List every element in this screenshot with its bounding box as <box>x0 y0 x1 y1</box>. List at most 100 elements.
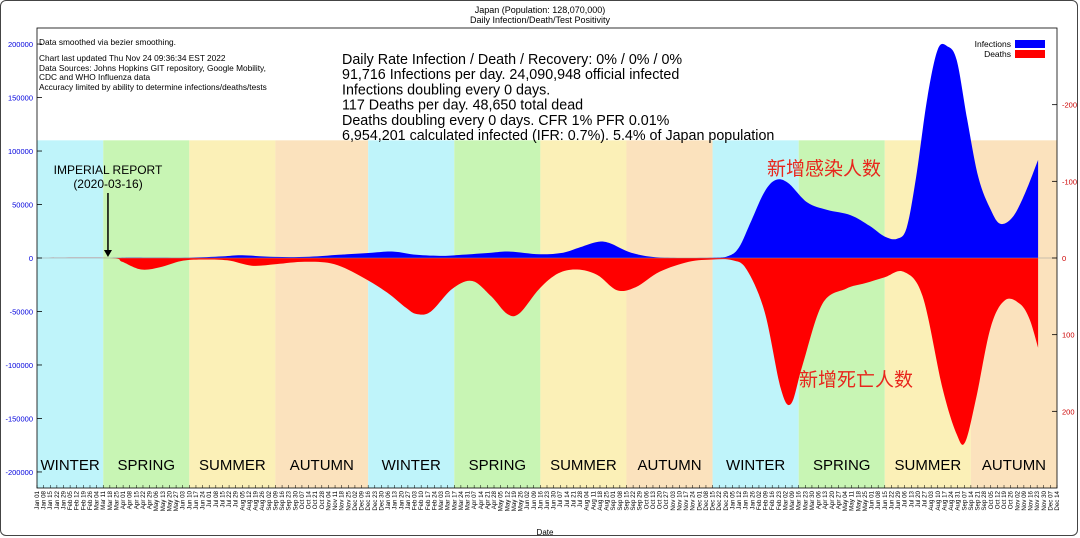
annotation-infections: 新增感染人数 <box>767 158 881 180</box>
x-tick-label: Nov 09 <box>1021 490 1028 510</box>
right-tick-label: 200 <box>1062 407 1075 416</box>
x-tick-label: Nov 23 <box>1034 490 1041 510</box>
season-label: SUMMER <box>895 457 962 474</box>
legend-swatch <box>1015 50 1045 58</box>
x-tick-label: Dec 30 <box>378 490 385 510</box>
x-tick-label: May 13 <box>160 490 167 511</box>
left-tick-label: -100000 <box>5 361 33 370</box>
note-line: Chart last updated Thu Nov 24 09:36:34 E… <box>39 53 226 63</box>
x-tick-label: Dec 16 <box>365 490 372 510</box>
right-tick-label: -200 <box>1062 101 1077 110</box>
x-tick-label: Jun 29 <box>895 490 902 509</box>
x-tick-label: Nov 16 <box>1028 490 1035 510</box>
x-tick-label: Aug 11 <box>590 490 597 510</box>
season-label: SPRING <box>118 457 176 474</box>
x-tick-label: Aug 24 <box>948 490 955 510</box>
x-tick-label: May 12 <box>504 490 511 511</box>
x-tick-label: Aug 31 <box>955 490 962 510</box>
left-tick-label: -50000 <box>10 307 33 316</box>
note-line: CDC and WHO Influenza data <box>39 72 151 82</box>
x-tick-label: Sep 16 <box>279 490 286 510</box>
x-tick-label: Jul 01 <box>206 490 213 507</box>
x-tick-label: Jul 22 <box>226 490 233 507</box>
x-tick-label: Nov 17 <box>683 490 690 510</box>
season-label: WINTER <box>382 457 441 474</box>
x-tick-label: Sep 01 <box>610 490 617 510</box>
imperial-report-date: (2020-03-16) <box>73 177 142 191</box>
x-tick-label: May 05 <box>498 490 505 511</box>
season-band-winter <box>37 140 104 489</box>
x-tick-label: Jul 27 <box>922 490 929 507</box>
x-tick-label: Dec 14 <box>1054 490 1061 510</box>
x-tick-label: Dec 15 <box>710 490 717 510</box>
x-tick-label: Nov 24 <box>690 490 697 510</box>
season-band-spring <box>454 140 541 489</box>
x-tick-label: Aug 19 <box>253 490 260 510</box>
season-label: AUTUMN <box>637 457 701 474</box>
x-tick-label: May 18 <box>855 490 862 511</box>
axes: 200000 150000 100000 50000 0 -50000 -100000 -15… <box>5 27 1077 511</box>
x-tick-label: Oct 19 <box>1001 490 1008 509</box>
season-band-spring <box>103 140 190 489</box>
x-tick-label: Jun 09 <box>531 490 538 509</box>
x-tick-label: Mar 23 <box>802 490 809 510</box>
x-tick-label: Dec 23 <box>372 490 379 510</box>
x-tick-label: Aug 05 <box>239 490 246 510</box>
left-tick-label: 100000 <box>8 147 33 156</box>
x-tick-label: Nov 10 <box>677 490 684 510</box>
x-tick-label: Jan 13 <box>392 490 399 509</box>
x-tick-label: Nov 25 <box>345 490 352 510</box>
deaths-area <box>37 257 1039 445</box>
x-tick-label: Dec 09 <box>359 490 366 510</box>
season-band-autumn <box>275 140 369 489</box>
left-tick-label: 150000 <box>8 94 33 103</box>
x-tick-label: Apr 07 <box>471 490 478 509</box>
x-tick-label: Jul 08 <box>213 490 220 507</box>
x-tick-label: Jan 26 <box>749 490 756 509</box>
x-tick-label: Sep 28 <box>981 490 988 510</box>
x-tick-label: Oct 07 <box>299 490 306 509</box>
left-tick-label: 0 <box>29 254 33 263</box>
x-tick-label: Sep 07 <box>961 490 968 510</box>
x-tick-label: May 27 <box>173 490 180 511</box>
season-bands <box>37 28 1057 489</box>
x-tick-label: Sep 22 <box>630 490 637 510</box>
x-tick-label: Jul 21 <box>571 490 578 507</box>
x-tick-label: Jun 10 <box>186 490 193 509</box>
x-tick-label: Jun 22 <box>888 490 895 509</box>
x-tick-label: Jun 16 <box>537 490 544 509</box>
x-tick-label: May 06 <box>153 490 160 511</box>
legend-label: Infections <box>975 39 1011 49</box>
stats-line: Infections doubling every 0 days. <box>342 82 550 98</box>
chart-title: Japan (Population: 128,070,000) <box>475 5 606 15</box>
x-tick-label: Jan 05 <box>730 490 737 509</box>
x-tick-label: Sep 02 <box>266 490 273 510</box>
x-tick-label: Nov 11 <box>332 490 339 510</box>
x-tick-label: Mar 02 <box>782 490 789 510</box>
x-tick-label: Jan 20 <box>398 490 405 509</box>
x-tick-label: Jun 15 <box>882 490 889 509</box>
x-tick-label: Feb 05 <box>67 490 74 510</box>
x-tick-label: Jun 23 <box>544 490 551 509</box>
x-tick-label: Mar 18 <box>107 490 114 510</box>
x-tick-label: Jul 28 <box>577 490 584 507</box>
legend-label: Deaths <box>984 49 1011 59</box>
stats-line: 117 Deaths per day. 48,650 total dead <box>342 98 583 114</box>
x-tick-label: Oct 14 <box>306 490 313 509</box>
imperial-report-title: IMPERIAL REPORT <box>54 163 163 177</box>
x-tick-label: Apr 27 <box>835 490 842 509</box>
x-tick-label: Feb 24 <box>431 490 438 510</box>
season-label: SUMMER <box>550 457 617 474</box>
x-tick-label: Jan 27 <box>405 490 412 509</box>
season-label: SPRING <box>813 457 871 474</box>
x-tick-label: Apr 15 <box>133 490 140 509</box>
x-tick-label: Aug 25 <box>604 490 611 510</box>
x-tick-label: Aug 04 <box>584 490 591 510</box>
x-tick-label: Apr 29 <box>147 490 154 509</box>
x-tick-label: Jul 06 <box>902 490 909 507</box>
x-tick-label: Apr 20 <box>829 490 836 509</box>
x-tick-label: Jul 20 <box>915 490 922 507</box>
x-tick-label: Sep 14 <box>968 490 975 510</box>
x-tick-label: Feb 16 <box>769 490 776 510</box>
